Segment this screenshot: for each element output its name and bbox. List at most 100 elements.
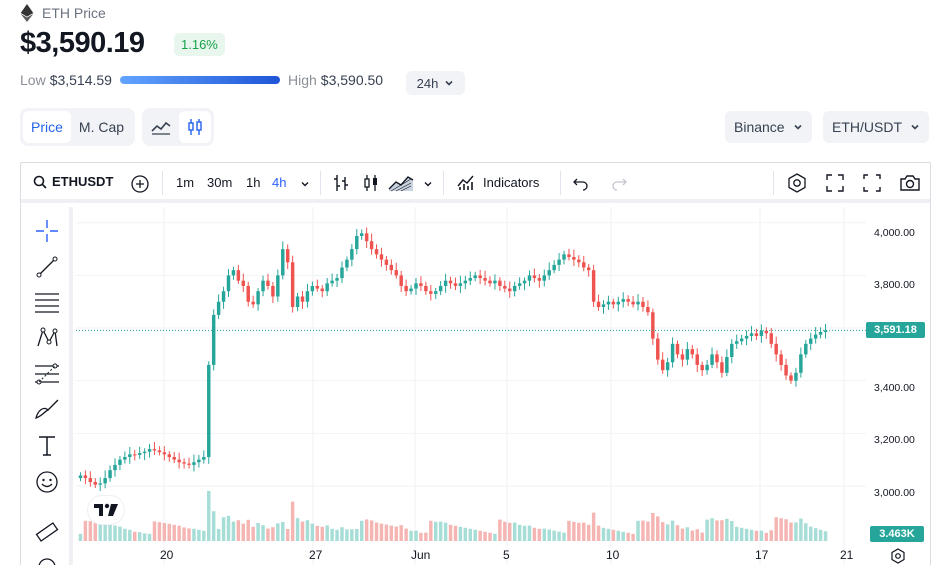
symbol-search[interactable]: ETHUSDT [33,174,113,189]
candle-body [320,288,324,292]
trend-line-tool[interactable] [34,254,60,280]
candle-body [651,312,655,339]
volume-bar [419,532,423,541]
interval-1m[interactable]: 1m [176,175,195,190]
horizontal-lines-tool[interactable] [34,289,60,315]
volume-bar [660,522,665,541]
chevron-down-icon[interactable] [300,179,310,189]
zoom-tool[interactable] [34,552,60,565]
exchange-dropdown[interactable]: Binance [725,111,812,143]
candle-body [616,301,621,305]
volume-bar [93,522,97,541]
settings-icon[interactable] [786,172,808,194]
volume-bar [478,530,482,541]
volume-bar [715,520,719,541]
volume-bar [675,525,680,541]
candle-body [774,343,778,355]
candle-body [241,280,246,286]
chevron-down-icon[interactable] [423,179,433,189]
camera-icon[interactable] [899,173,921,193]
ruler-tool[interactable] [34,519,60,545]
volume-bar [809,526,813,541]
indicators-button[interactable]: Indicators [457,173,539,191]
undo-icon[interactable] [573,175,589,191]
volume-bar [818,529,823,541]
candle-body [779,354,783,365]
candle-body [374,249,379,255]
volume-bar [177,525,181,541]
interval-1h[interactable]: 1h [246,175,261,190]
redo-icon[interactable] [611,175,627,191]
pair-dropdown[interactable]: ETH/USDT [823,111,929,143]
volume-bar [340,527,344,541]
volume-bar [246,519,250,541]
candle-body [335,278,339,281]
bar-chart-type-icon[interactable] [332,173,350,193]
candle-body [103,478,107,484]
tab-market-cap[interactable]: M. Cap [78,119,125,135]
volume-bar [216,529,221,541]
volume-bar [498,519,502,541]
y-tick-label: 3,400.00 [874,382,915,394]
candle-body [133,454,137,456]
candle-body [813,334,818,339]
candle-body [601,304,606,307]
candle-body [611,301,616,305]
volume-bar [256,523,260,541]
volume-bar [483,531,487,541]
volume-bar [488,532,492,541]
emoji-tool[interactable] [34,469,60,495]
timeframe-dropdown[interactable]: 24h [406,71,465,95]
volume-bar [379,523,384,541]
candle-body [345,259,349,268]
volume-bar [710,518,714,541]
candle-body [295,296,300,307]
candle-body [162,452,167,455]
candlestick-chart-button[interactable] [179,111,211,143]
candle-body [226,275,231,292]
text-tool[interactable] [34,433,60,459]
fib-tool[interactable] [34,361,60,387]
line-chart-button[interactable] [145,111,177,143]
candle-body [202,457,206,460]
area-chart-icon[interactable] [388,174,414,192]
volume-bar [137,532,142,541]
candle-body [108,470,112,479]
candle-body [636,301,640,305]
chart-settings-icon[interactable] [890,548,906,564]
add-symbol-icon[interactable] [130,174,150,194]
expand-icon[interactable] [863,174,881,192]
volume-bar [192,528,196,541]
candle-body [419,283,423,286]
pattern-tool[interactable] [34,325,60,351]
price-chart[interactable] [76,207,866,565]
low-value: $3,514.59 [49,72,112,88]
candle-body [128,454,132,457]
volume-bar [276,523,280,541]
candle-body [285,249,290,263]
volume-bar [572,521,576,541]
candles-type-icon[interactable] [362,173,380,193]
volume-bar [705,519,709,541]
volume-bar [88,521,93,541]
candle-body [646,307,650,313]
interval-30m[interactable]: 30m [207,175,233,190]
candle-body [537,278,542,281]
volume-bar [364,519,369,541]
volume-bar [754,530,759,541]
candle-body [251,301,255,305]
crosshair-tool[interactable] [34,218,60,244]
candle-body [675,343,680,355]
candle-body [231,270,236,276]
brush-tool[interactable] [34,397,60,423]
fullscreen-icon[interactable] [826,174,844,192]
tab-price[interactable]: Price [23,111,71,143]
volume-bar [567,520,571,541]
volume-bar [281,522,285,541]
candle-body [281,249,285,276]
candle-body [799,354,803,373]
volume-bar [774,517,778,541]
candle-body [182,462,186,464]
interval-4h[interactable]: 4h [272,175,287,190]
candle-body [409,288,413,292]
